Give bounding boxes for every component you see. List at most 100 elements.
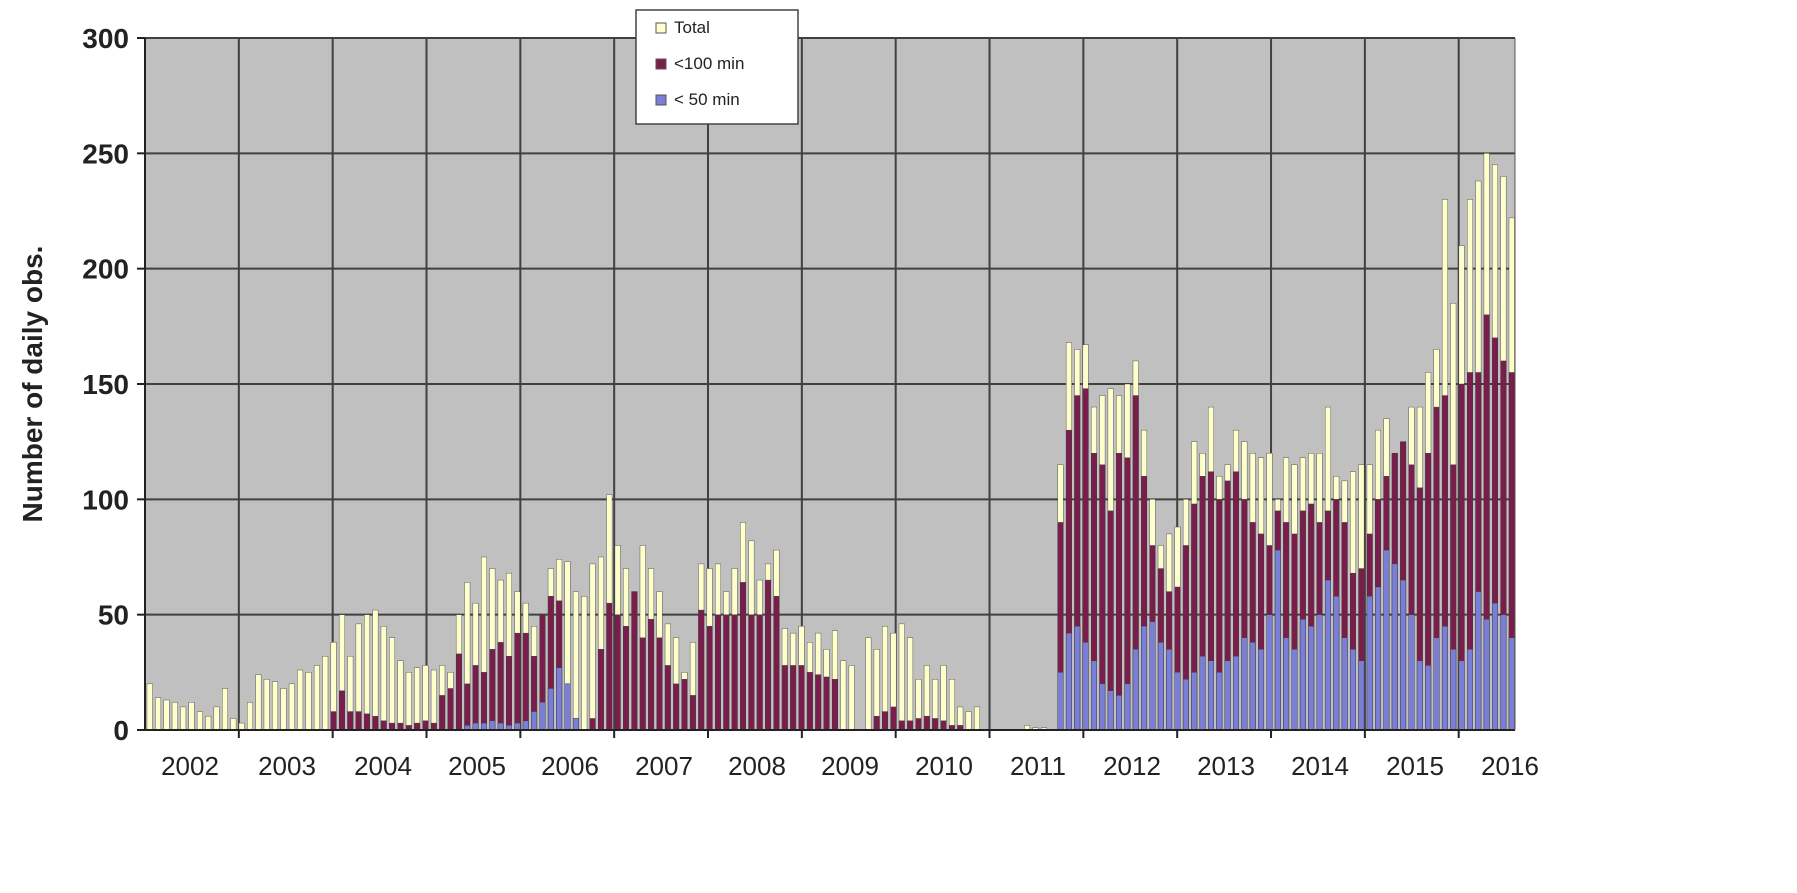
bar: [1467, 649, 1473, 731]
bar: [882, 711, 889, 731]
bar: [790, 665, 797, 731]
bar: [414, 722, 421, 731]
bar: [1224, 660, 1231, 731]
bar: [1291, 649, 1298, 731]
bar: [773, 596, 780, 731]
x-tick-label: 2009: [821, 751, 879, 781]
bar: [272, 681, 279, 731]
bar: [163, 699, 170, 731]
bar: [288, 683, 295, 731]
bar: [589, 563, 596, 731]
bar: [664, 665, 671, 731]
bar: [155, 697, 162, 731]
bar: [840, 660, 847, 731]
bar: [297, 669, 304, 731]
bar: [1233, 655, 1239, 731]
bar: [188, 702, 195, 731]
bar: [1182, 679, 1189, 731]
bar: [263, 679, 270, 731]
bar: [940, 720, 947, 731]
bar: [815, 674, 822, 731]
bar: [1316, 614, 1323, 731]
bar: [1391, 563, 1398, 731]
x-tick-labels: 2002 2003 2004 2005 2006 2007 2008 2009 2010 2011…: [161, 751, 1539, 781]
bar: [389, 722, 396, 731]
y-tick-label: 200: [82, 254, 129, 285]
bar: [1149, 621, 1156, 731]
bar: [1207, 660, 1214, 731]
bar: [639, 637, 646, 731]
bar: [305, 672, 312, 731]
bar: [405, 672, 412, 731]
axes: [137, 37, 1516, 738]
bar: [806, 672, 813, 731]
bar: [740, 582, 746, 731]
bar: [547, 688, 554, 731]
bar: [230, 718, 237, 731]
legend-swatch: [655, 22, 667, 34]
x-tick-label: 2014: [1291, 751, 1349, 781]
x-tick-label: 2008: [728, 751, 786, 781]
bar: [347, 711, 354, 731]
bar: [1107, 690, 1114, 731]
bar: [865, 637, 872, 731]
x-tick-label: 2005: [448, 751, 506, 781]
bar: [581, 596, 588, 731]
y-tick-label: 50: [98, 600, 129, 631]
bar: [205, 715, 212, 731]
y-tick-label: 150: [82, 369, 129, 400]
bar: [1216, 672, 1223, 731]
bar: [464, 683, 471, 731]
x-tick-label: 2007: [635, 751, 693, 781]
y-axis-title: Number of daily obs.: [17, 246, 48, 523]
bar: [355, 711, 362, 731]
bar: [414, 667, 421, 731]
x-tick-label: 2011: [1010, 751, 1066, 781]
bar: [539, 702, 546, 731]
bar: [1116, 695, 1122, 731]
bar: [1283, 637, 1290, 731]
bar: [422, 665, 429, 731]
bar: [907, 637, 914, 731]
bar: [1341, 637, 1348, 731]
bar: [472, 665, 479, 731]
y-tick-label: 100: [82, 484, 129, 515]
bar: [1350, 649, 1356, 731]
bar: [455, 653, 462, 731]
bar: [430, 722, 437, 731]
bar: [572, 718, 579, 731]
bar: [948, 679, 955, 731]
bar: [631, 591, 638, 731]
bar: [322, 655, 329, 731]
bar: [1308, 626, 1315, 731]
bar: [1199, 655, 1206, 731]
bar: [915, 718, 922, 731]
bar: [514, 722, 521, 731]
bar: [506, 655, 513, 731]
x-tick-label: 2002: [161, 751, 219, 781]
bar: [1157, 642, 1164, 731]
bar: [439, 695, 446, 731]
bar: [681, 679, 688, 731]
bar: [1375, 586, 1382, 731]
bar: [497, 722, 504, 731]
bar: [397, 660, 404, 731]
bar: [364, 713, 370, 731]
bar: [1132, 649, 1139, 731]
bar: [1433, 637, 1440, 731]
x-tick-label: 2004: [354, 751, 412, 781]
bar: [489, 649, 496, 731]
bar: [907, 720, 914, 731]
x-tick-label: 2015: [1386, 751, 1444, 781]
legend-label: < 50 min: [674, 90, 740, 109]
bar: [765, 579, 772, 731]
bar: [1383, 549, 1390, 731]
bar: [1450, 649, 1457, 731]
bar: [648, 619, 655, 731]
bar: [1241, 637, 1248, 731]
bar: [380, 720, 387, 731]
bar: [781, 665, 788, 731]
bar: [572, 591, 579, 731]
bar: [330, 711, 337, 731]
bar: [497, 642, 504, 731]
